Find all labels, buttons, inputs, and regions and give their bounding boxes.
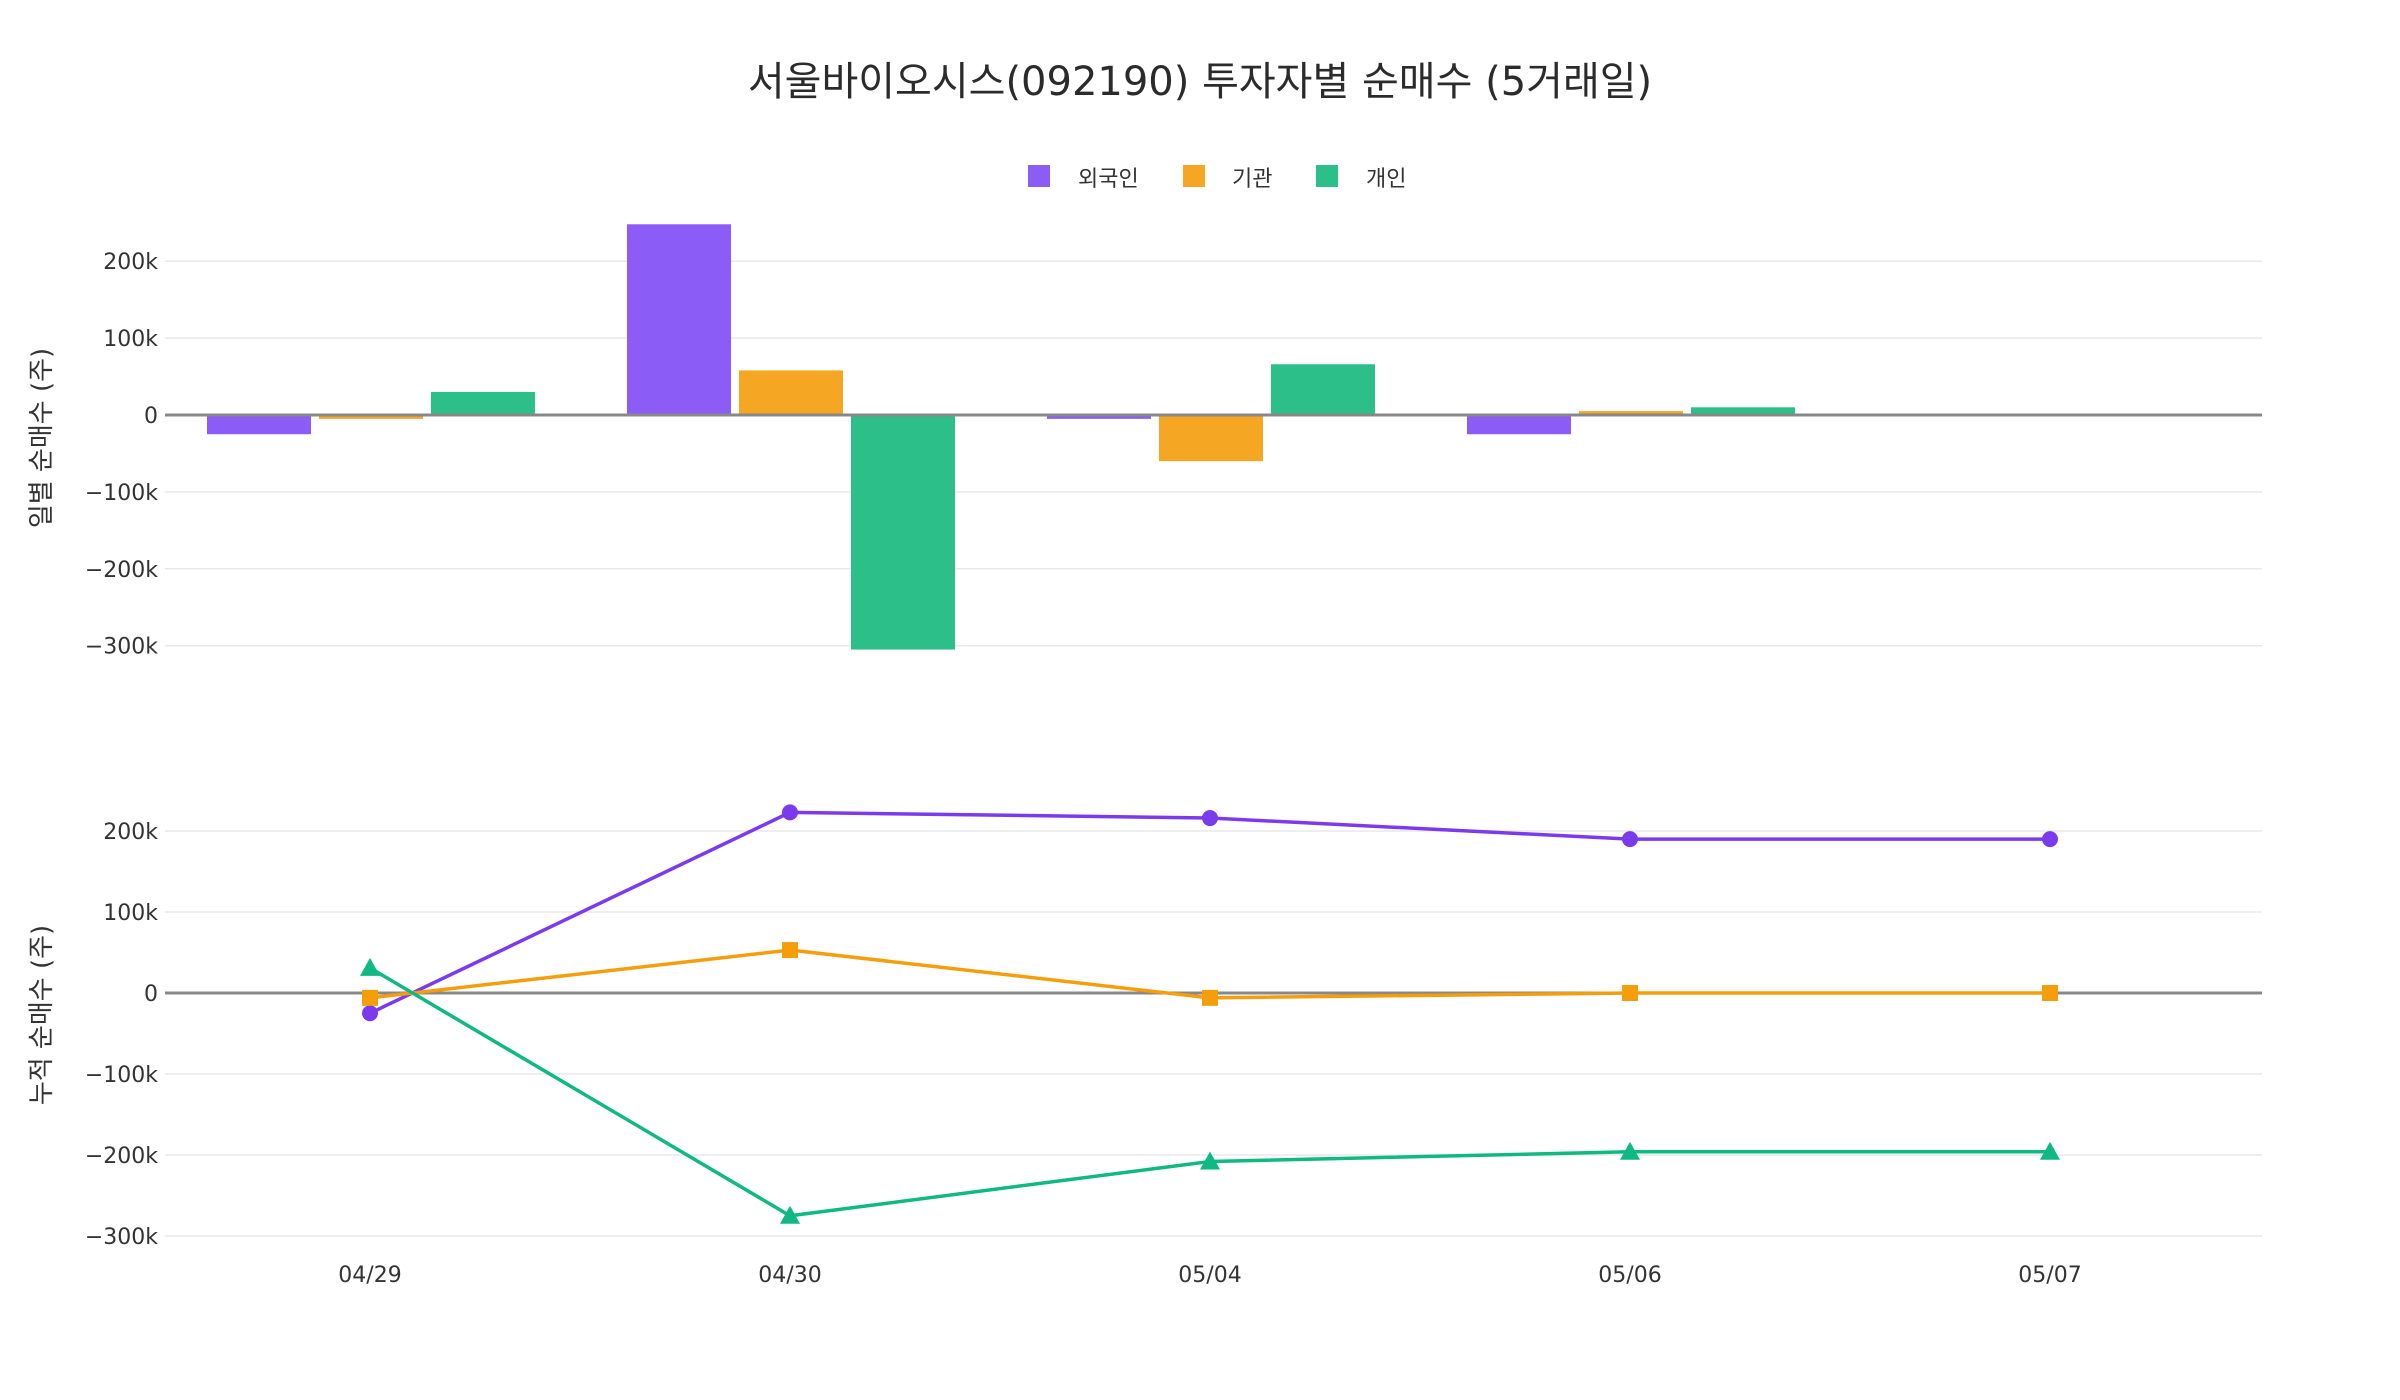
line-foreign [369,810,2050,1015]
marker-individual-4 [2040,1141,2060,1160]
bar-institution-2 [1159,415,1263,462]
top-gridlines [165,260,2262,647]
marker-foreign-3 [1622,831,1638,848]
bar-foreign-0 [207,415,311,435]
top-y-tick-label: −300k [85,635,158,660]
bar-foreign-2 [1047,415,1151,419]
top-y-ticks: 200k 100k 0 −100k −200k −300k [85,250,158,660]
marker-individual-0 [360,957,380,976]
bar-institution-1 [739,370,843,415]
bottom-y-axis-label: 누적 순매수 (주) [27,925,57,1105]
chart-title: 서울바이오시스(092190) 투자자별 순매수 (5거래일) [748,59,1652,105]
bottom-y-tick-label: 0 [144,982,158,1007]
legend-label-institution: 기관 [1232,167,1272,192]
marker-foreign-0 [362,1005,378,1022]
bar-institution-0 [319,415,423,419]
top-bars [207,224,2215,650]
marker-foreign-1 [782,804,798,821]
x-tick-label: 05/07 [2018,1263,2081,1288]
bottom-y-ticks: 200k 100k 0 −100k −200k −300k [85,820,158,1250]
top-y-tick-label: 0 [144,404,158,429]
marker-institution-0 [362,989,378,1006]
legend-swatch-institution [1183,165,1205,187]
legend-swatch-individual [1316,165,1338,187]
bottom-y-tick-label: −300k [85,1225,158,1250]
marker-institution-1 [782,942,798,959]
bar-foreign-1 [627,224,731,415]
x-tick-label: 05/06 [1598,1263,1661,1288]
bottom-y-tick-label: 100k [103,901,158,926]
bottom-markers [360,804,2060,1224]
marker-institution-4 [2042,985,2058,1001]
x-tick-label: 04/30 [758,1263,821,1288]
bottom-y-tick-label: −100k [85,1063,158,1088]
bottom-gridlines [165,830,2262,1237]
bar-individual-3 [1691,407,1795,415]
marker-individual-2 [1200,1151,1220,1170]
top-y-tick-label: 100k [103,327,158,352]
legend: 외국인 기관 개인 [1028,165,1406,192]
x-tick-label: 04/29 [338,1263,401,1288]
top-y-tick-label: 200k [103,250,158,275]
top-y-axis-label: 일별 순매수 (주) [27,348,57,528]
bar-individual-0 [431,391,535,415]
legend-label-individual: 개인 [1366,167,1406,192]
top-y-tick-label: −100k [85,481,158,506]
bottom-y-tick-label: −200k [85,1144,158,1169]
top-y-tick-label: −200k [85,558,158,583]
bar-individual-1 [851,415,955,650]
bar-institution-3 [1579,411,1683,415]
marker-foreign-2 [1202,810,1218,827]
legend-label-foreign: 외국인 [1078,167,1139,192]
bottom-y-tick-label: 200k [103,820,158,845]
x-tick-label: 05/04 [1178,1263,1241,1288]
marker-individual-3 [1620,1141,1640,1160]
bar-individual-2 [1271,364,1375,415]
marker-foreign-4 [2042,831,2058,848]
marker-institution-3 [1622,985,1638,1001]
bar-foreign-3 [1467,415,1571,435]
marker-individual-1 [780,1205,800,1224]
marker-institution-2 [1202,989,1218,1006]
legend-swatch-foreign [1028,165,1050,187]
x-ticks: 04/29 04/30 05/04 05/06 05/07 [338,1263,2081,1288]
